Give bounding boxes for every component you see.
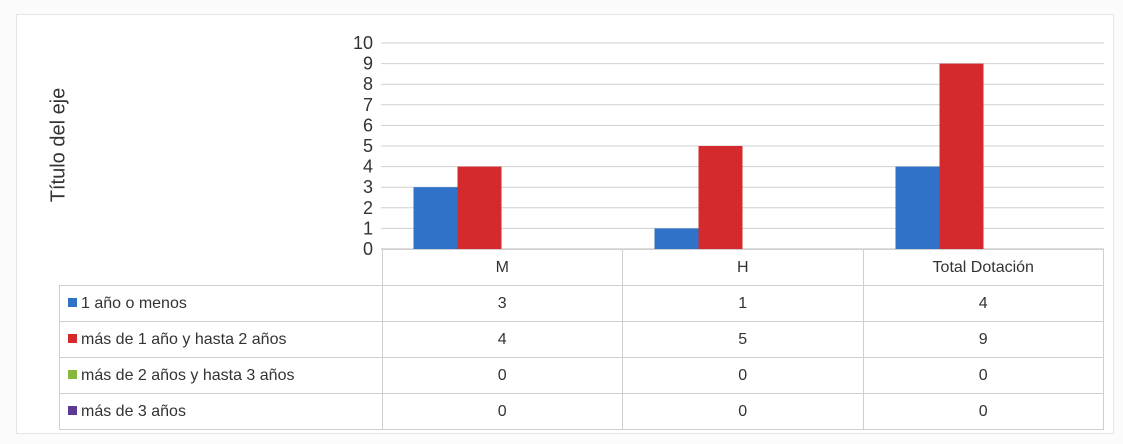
bar [939,63,984,249]
series-name: más de 3 años [81,402,186,420]
data-table: M H Total Dotación 1 año o menos 3 1 4 más de … [59,249,1104,430]
y-tick-label: 8 [363,74,373,94]
data-label: 0 [862,393,1104,430]
legend-swatch [68,405,77,415]
data-label: 0 [381,393,623,430]
y-tick-label: 7 [363,95,373,115]
data-label: 4 [381,321,623,358]
y-tick-label: 6 [363,115,373,135]
legend-swatch [68,333,77,343]
legend-entry: más de 3 años [59,393,383,430]
category-label: Total Dotación [862,249,1104,286]
legend-entry: más de 1 año y hasta 2 años [59,321,383,358]
y-tick-label: 3 [363,177,373,197]
legend-swatch [68,369,77,379]
category-label: H [622,249,864,286]
data-label: 0 [622,357,864,394]
data-label: 5 [622,321,864,358]
y-tick-label: 0 [363,239,373,259]
y-tick-label: 1 [363,218,373,238]
bar [895,166,940,249]
data-table-row: más de 3 años 0 0 0 [59,393,1104,430]
series-name: 1 año o menos [81,294,187,312]
series-name: más de 1 año y hasta 2 años [81,330,287,348]
data-table-row: más de 1 año y hasta 2 años 4 5 9 [59,321,1104,358]
data-label: 9 [862,321,1104,358]
y-tick-label: 5 [363,136,373,156]
legend-swatch [68,297,77,307]
bar [654,228,699,249]
bar [698,146,743,249]
data-label: 1 [622,285,864,322]
y-axis-title-text: Título del eje [47,87,70,203]
data-label: 0 [862,357,1104,394]
legend-entry: más de 2 años y hasta 3 años [59,357,383,394]
y-tick-label: 4 [363,157,373,177]
bar [457,166,502,249]
data-label: 3 [381,285,623,322]
y-tick-label: 2 [363,198,373,218]
category-label: M [381,249,623,286]
data-table-header: M H Total Dotación [60,249,1104,286]
data-label: 0 [381,357,623,394]
y-tick-label: 10 [353,33,373,53]
y-tick-label: 9 [363,54,373,74]
data-table-corner [60,250,383,286]
series-name: más de 2 años y hasta 3 años [81,366,295,384]
legend-entry: 1 año o menos [59,285,383,322]
data-label: 4 [862,285,1104,322]
data-table-row: 1 año o menos 3 1 4 [59,285,1104,322]
data-table-row: más de 2 años y hasta 3 años 0 0 0 [59,357,1104,394]
bar [413,187,458,249]
data-label: 0 [622,393,864,430]
chart-area: 0 1 2 3 4 5 6 7 8 9 10 Título del eje M H Total Dota… [16,14,1114,434]
